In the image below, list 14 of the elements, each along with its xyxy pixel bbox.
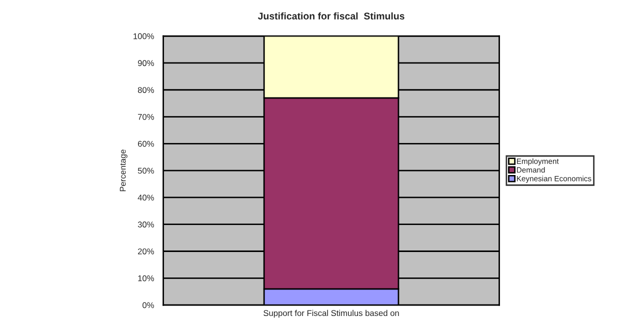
y-tick-label: 100% <box>134 33 154 40</box>
y-tick-label: 0% <box>142 302 154 308</box>
x-tick-label: Support for Fiscal Stimulus based on <box>264 310 399 318</box>
y-tick-label: 30% <box>138 222 154 228</box>
y-tick-label: 50% <box>138 168 154 174</box>
y-tick-label: 40% <box>138 194 154 201</box>
y-axis-title: Percentage <box>120 150 128 192</box>
y-tick-label: 70% <box>138 114 154 120</box>
y-tick-label: 20% <box>138 248 154 254</box>
y-tick-label: 90% <box>138 60 154 66</box>
y-tick-label: 80% <box>138 87 154 93</box>
y-tick-label: 10% <box>138 275 154 282</box>
chart-title: Justification for fiscal Stimulus <box>258 12 404 20</box>
y-tick-label: 60% <box>138 140 154 147</box>
